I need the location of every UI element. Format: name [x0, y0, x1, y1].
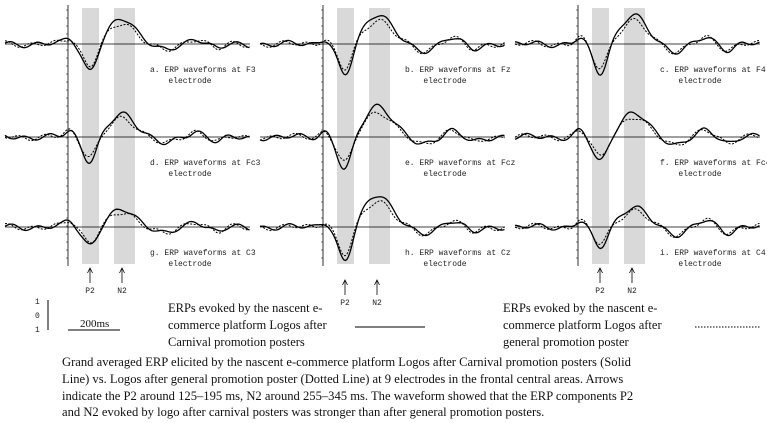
- waveform-solid: [259, 196, 505, 262]
- panel-label: g. ERP waveforms at C3: [150, 249, 256, 258]
- caption: Line) vs. Logos after general promotion …: [62, 372, 623, 386]
- panel-label: b. ERP waveforms at Fz: [405, 66, 511, 75]
- panel-label: f. ERP waveforms at Fc4: [660, 159, 767, 168]
- waveform-dotted: [4, 23, 250, 68]
- panel-label: e. ERP waveforms at Fcz: [405, 159, 516, 168]
- arrow-label: N2: [627, 287, 637, 296]
- waveform-solid: [515, 205, 760, 250]
- arrow-head: [629, 267, 635, 274]
- arrow-head: [342, 279, 348, 286]
- panel-label: c. ERP waveforms at F4: [660, 66, 766, 75]
- panel-label: electrode: [423, 77, 466, 86]
- waveform-dotted: [514, 118, 760, 156]
- scale-label: 1: [35, 298, 40, 307]
- arrow-head: [87, 267, 93, 274]
- scale-time: 200ms: [80, 318, 109, 330]
- arrow-label: P2: [595, 287, 605, 296]
- waveform-dotted: [259, 111, 505, 161]
- caption: Grand averaged ERP elicited by the nasce…: [62, 355, 632, 369]
- waveform-solid: [259, 15, 505, 76]
- waveform-solid: [259, 103, 505, 171]
- panel-label: electrode: [423, 170, 466, 179]
- shade: [624, 8, 645, 264]
- waveform-dotted: [259, 200, 505, 257]
- legend-text: Carnival promotion posters: [168, 335, 305, 349]
- panel-label: d. ERP waveforms at Fc3: [150, 159, 261, 168]
- shade: [114, 8, 135, 264]
- legend-text: general promotion poster: [503, 335, 629, 349]
- caption: indicate the P2 around 125–195 ms, N2 ar…: [62, 389, 633, 403]
- shade: [369, 8, 390, 264]
- shade: [337, 8, 354, 264]
- waveform-dotted: [514, 208, 760, 245]
- panel-label: electrode: [678, 170, 721, 179]
- legend-text: commerce platform Logos after: [168, 318, 327, 332]
- panel-label: i. ERP waveforms at C4: [660, 249, 766, 258]
- panels: a. ERP waveforms at F3 electrode d. ERP wa…: [4, 5, 767, 308]
- arrow-label: N2: [117, 287, 127, 296]
- arrow-label: P2: [85, 287, 95, 296]
- panel-label: electrode: [678, 77, 721, 86]
- waveform-dotted: [4, 213, 250, 244]
- caption: and N2 evoked by logo after carnival pos…: [62, 405, 544, 419]
- panel-label: electrode: [168, 260, 211, 269]
- arrow-head: [597, 267, 603, 274]
- waveform-dotted: [4, 115, 250, 157]
- panel-label: electrode: [168, 170, 211, 179]
- scale-label: 1: [35, 326, 40, 335]
- shade: [592, 8, 609, 264]
- waveform-solid: [4, 208, 250, 245]
- waveform-solid: [514, 13, 760, 76]
- legend-text: ERPs evoked by the nascent e-: [168, 301, 322, 315]
- shade: [82, 8, 99, 264]
- scale-label: 0: [35, 312, 40, 321]
- arrow-label: N2: [372, 299, 382, 308]
- waveform-dotted: [514, 17, 760, 70]
- arrow-head: [119, 267, 125, 274]
- panel-label: electrode: [678, 260, 721, 269]
- arrow-label: P2: [340, 299, 350, 308]
- legend-text: commerce platform Logos after: [503, 318, 662, 332]
- panel-label: h. ERP waveforms at Cz: [405, 249, 511, 258]
- legend-text: ERPs evoked by the nascent e-: [503, 301, 657, 315]
- panel-label: electrode: [168, 77, 211, 86]
- arrow-head: [374, 279, 380, 286]
- panel-label: a. ERP waveforms at F3: [150, 66, 256, 75]
- waveform-solid: [514, 111, 760, 161]
- waveform-solid: [4, 111, 250, 165]
- waveform-dotted: [259, 18, 505, 71]
- panel-label: electrode: [423, 260, 466, 269]
